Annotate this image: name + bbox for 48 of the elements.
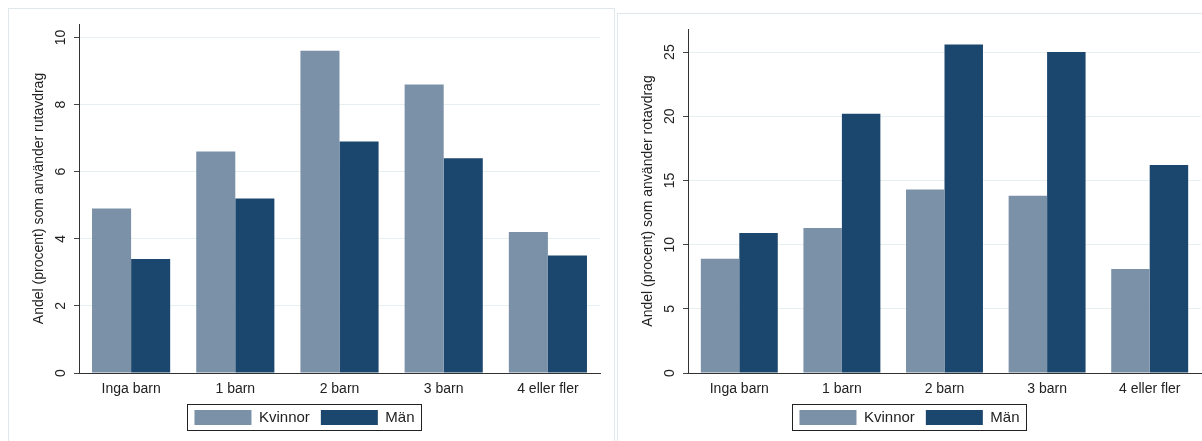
y-tick-label: 0 bbox=[660, 368, 677, 377]
y-tick-label: 0 bbox=[51, 368, 68, 377]
y-tick-label: 8 bbox=[51, 100, 68, 109]
bar bbox=[443, 158, 483, 373]
y-axis-title: Andel (procent) som använder rotavdrag bbox=[639, 75, 656, 327]
x-tick-label: 3 barn bbox=[423, 380, 464, 397]
y-tick-label: 10 bbox=[51, 29, 68, 46]
legend-label: Män bbox=[990, 407, 1020, 425]
x-tick-label: 3 barn bbox=[1027, 380, 1067, 397]
bar bbox=[404, 84, 444, 373]
bar bbox=[508, 232, 548, 373]
bar bbox=[803, 227, 842, 373]
y-axis-title: Andel (procent) som använder rutavdrag bbox=[30, 72, 47, 325]
bar bbox=[131, 258, 171, 373]
x-tick-label: 2 barn bbox=[319, 380, 360, 397]
bar bbox=[92, 208, 132, 373]
y-tick-label: 4 bbox=[51, 234, 68, 243]
bar bbox=[1149, 165, 1189, 373]
x-tick-label: Inga barn bbox=[709, 380, 769, 397]
bar bbox=[1008, 195, 1048, 373]
bar bbox=[339, 141, 379, 373]
bar bbox=[700, 258, 740, 373]
x-tick-label: 2 barn bbox=[924, 380, 965, 397]
bar bbox=[547, 255, 587, 373]
bar bbox=[739, 233, 778, 373]
y-tick-label: 5 bbox=[660, 304, 677, 313]
x-tick-label: 1 barn bbox=[215, 380, 256, 397]
bar bbox=[906, 189, 945, 373]
y-tick-label: 10 bbox=[660, 236, 677, 253]
legend-label: Män bbox=[385, 407, 415, 425]
y-tick-label: 2 bbox=[51, 301, 68, 310]
y-tick-label: 20 bbox=[660, 108, 677, 125]
bar bbox=[1111, 269, 1150, 373]
bar bbox=[1047, 52, 1086, 373]
x-tick-label: Inga barn bbox=[101, 380, 161, 397]
x-tick-label: 4 eller fler bbox=[1118, 380, 1181, 397]
bar bbox=[944, 44, 983, 373]
legend-label: Kvinnor bbox=[258, 407, 310, 425]
x-tick-label: 1 barn bbox=[822, 380, 862, 397]
bar bbox=[196, 151, 236, 373]
y-tick-label: 25 bbox=[660, 44, 677, 60]
x-tick-label: 4 eller fler bbox=[517, 380, 579, 397]
bar bbox=[841, 113, 881, 373]
bar bbox=[235, 198, 275, 373]
legend-label: Kvinnor bbox=[863, 407, 915, 425]
y-tick-label: 15 bbox=[660, 172, 677, 189]
bar bbox=[300, 50, 340, 373]
y-tick-label: 6 bbox=[51, 167, 68, 176]
